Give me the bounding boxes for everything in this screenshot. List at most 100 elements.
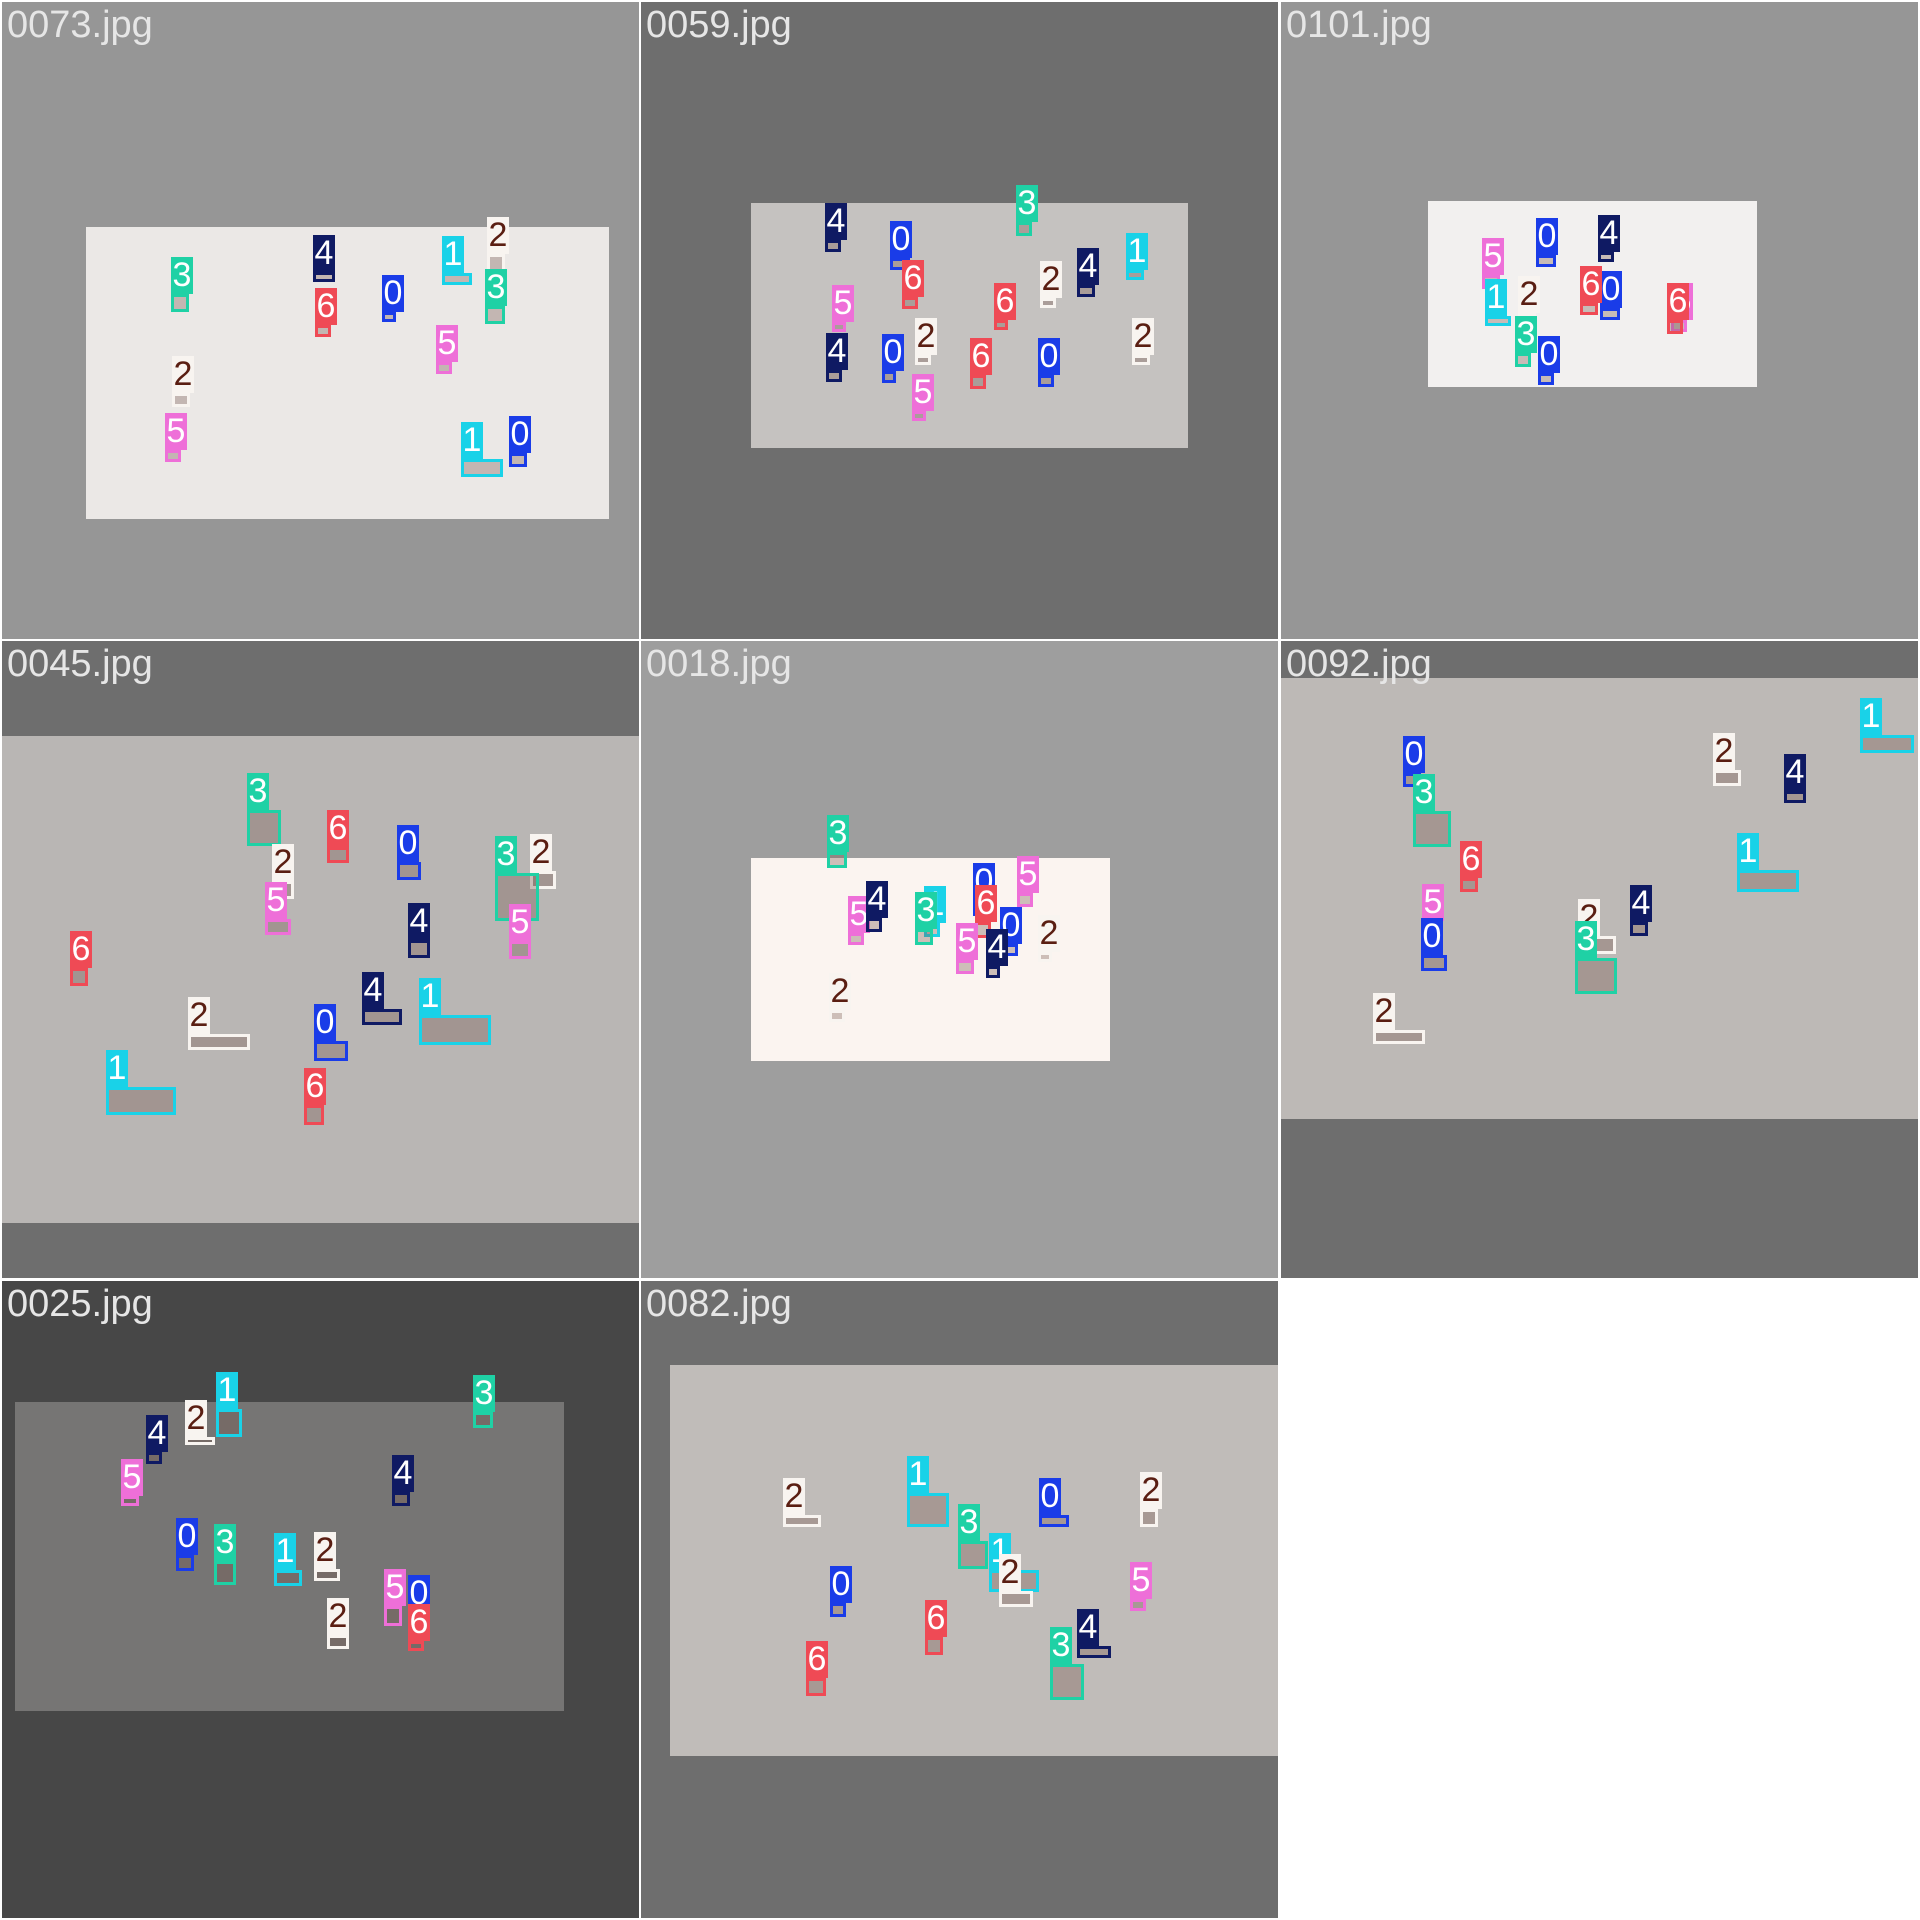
bounding-box (171, 294, 189, 312)
detection-box: 6 (902, 260, 924, 309)
detection-box: 5 (1130, 1562, 1152, 1611)
bounding-box (1050, 1664, 1084, 1700)
bounding-box (915, 355, 931, 365)
class-label: 2 (172, 355, 194, 393)
tile-filename: 0101.jpg (1286, 4, 1432, 46)
bounding-box (1860, 735, 1914, 753)
image-tile: 0018.jpg3054153602542 (641, 641, 1278, 1278)
detection-box: 2 (1132, 318, 1154, 365)
detection-box: 4 (1077, 248, 1099, 297)
detection-box: 3 (1016, 185, 1038, 236)
class-label: 3 (214, 1523, 236, 1561)
class-label: 2 (188, 996, 210, 1034)
detection-box: 1 (1737, 833, 1799, 892)
detection-box: 5 (912, 374, 934, 421)
bounding-box (408, 1641, 424, 1651)
class-label: 5 (912, 373, 934, 411)
bounding-box (265, 919, 291, 935)
detection-box: 0 (1403, 736, 1425, 787)
detection-box: 4 (826, 333, 848, 382)
detection-box: 4 (1598, 215, 1620, 262)
class-label: 2 (915, 317, 937, 355)
detection-box: 6 (970, 338, 992, 389)
bounding-box (121, 1496, 139, 1506)
class-label: 2 (783, 1477, 805, 1515)
class-label: 4 (825, 202, 847, 240)
bounding-box (1040, 298, 1056, 308)
class-label: 6 (1667, 282, 1689, 320)
class-label: 6 (994, 282, 1016, 320)
class-label: 3 (247, 772, 269, 810)
class-label: 0 (890, 220, 912, 258)
bounding-box (188, 1034, 250, 1050)
bounding-box (866, 918, 882, 932)
detection-box: 0 (890, 221, 912, 270)
class-label: 4 (313, 234, 335, 272)
class-label: 3 (1413, 773, 1435, 811)
class-label: 2 (1140, 1471, 1162, 1509)
detection-box: 3 (1413, 774, 1451, 847)
detection-box: 5 (1017, 856, 1039, 907)
class-label: 1 (907, 1455, 929, 1493)
bounding-box (314, 1569, 340, 1581)
bounding-box (1413, 811, 1451, 847)
image-tile: 0082.jpg 1 2 0 2 3 1 2 5 0 6 3 4 6 (641, 1281, 1278, 1918)
bounding-box (848, 933, 864, 945)
class-label: 1 (419, 977, 441, 1015)
class-label: 5 (436, 324, 458, 362)
bounding-box (185, 1437, 215, 1445)
class-label: 0 (408, 1574, 430, 1612)
class-label: 6 (1580, 265, 1602, 303)
photo-area (2, 736, 639, 1223)
detection-box: 0 (176, 1518, 198, 1571)
tile-filename: 0018.jpg (646, 643, 792, 685)
detection-box: 4 (866, 881, 888, 932)
class-label: 4 (1598, 214, 1620, 252)
detection-box: 5 (265, 882, 291, 935)
detection-box: 4 (1077, 1609, 1111, 1658)
bounding-box (247, 810, 281, 846)
bounding-box (274, 1570, 302, 1586)
detection-box: 2 (1038, 915, 1060, 962)
bounding-box (419, 1015, 491, 1045)
class-label: 6 (925, 1599, 947, 1637)
class-label: 2 (829, 972, 851, 1010)
class-label: 2 (1518, 275, 1540, 313)
class-label: 4 (408, 902, 430, 940)
detection-box: 6 (1667, 283, 1689, 334)
bounding-box (397, 862, 421, 880)
class-label: 2 (1038, 914, 1060, 952)
bounding-box (1630, 922, 1648, 936)
detection-box: 2 (783, 1478, 821, 1527)
class-label: 6 (315, 287, 337, 325)
bounding-box (1132, 355, 1150, 365)
class-label: 5 (1130, 1561, 1152, 1599)
bounding-box (902, 297, 918, 309)
class-label: 0 (176, 1517, 198, 1555)
bounding-box (1713, 770, 1741, 786)
bounding-box (473, 1412, 493, 1428)
class-label: 4 (1077, 247, 1099, 285)
bounding-box (1077, 1646, 1111, 1658)
bounding-box (382, 312, 396, 322)
tile-filename: 0082.jpg (646, 1283, 792, 1325)
detection-box: 0 (1039, 1478, 1069, 1527)
class-label: 4 (986, 928, 1008, 966)
bounding-box (315, 325, 331, 337)
bounding-box (1598, 252, 1614, 262)
bounding-box (1667, 320, 1683, 334)
detection-box: 2 (327, 1598, 349, 1649)
detection-box: 1 (907, 1456, 949, 1527)
class-label: 1 (274, 1532, 296, 1570)
detection-box: 1 (442, 236, 472, 285)
detection-box: 0 (1038, 338, 1060, 387)
bounding-box (970, 375, 986, 389)
bounding-box (783, 1515, 821, 1527)
class-label: 4 (1630, 884, 1652, 922)
detection-box: 3 (473, 1375, 495, 1428)
bounding-box (1421, 955, 1447, 971)
class-label: 0 (1403, 735, 1425, 773)
detection-box: 0 (382, 275, 404, 322)
photo-area (751, 203, 1188, 448)
bounding-box (832, 322, 846, 332)
